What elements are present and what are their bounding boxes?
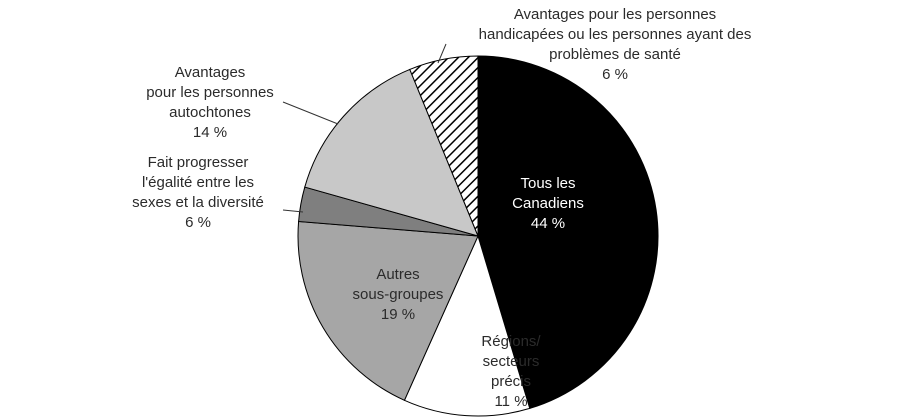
label-line: pour les personnes: [146, 84, 274, 101]
label-value: 44 %: [530, 215, 566, 232]
label-line: précis: [490, 373, 531, 390]
label-line: autochtones: [169, 104, 251, 121]
pie-slice-autochtones: [304, 68, 479, 237]
label-handicap: Avantages pour les personnes handicapées…: [440, 5, 790, 85]
label-line: Autres: [376, 266, 420, 283]
label-line: handicapées ou les personnes ayant des: [478, 26, 752, 43]
label-line: problèmes de santé: [549, 46, 681, 63]
label-line: Tous les: [520, 175, 576, 192]
label-line: Avantages pour les personnes: [513, 6, 717, 23]
label-autres-sous-groupes: Autres sous-groupes 19 %: [328, 265, 468, 325]
pie-slice-autres: [297, 220, 479, 401]
label-line: sous-groupes: [352, 286, 444, 303]
label-line: Canadiens: [512, 195, 584, 212]
leader-line-egalite: [282, 209, 304, 213]
label-line: secteurs: [482, 353, 540, 370]
leader-line-autochtones: [282, 101, 339, 125]
label-value: 14 %: [192, 124, 228, 141]
label-value: 6 %: [185, 214, 211, 231]
label-value: 19 %: [380, 306, 416, 323]
pie-slice-tous: [477, 55, 659, 410]
leader-line-handicap: [437, 43, 447, 64]
label-value: 11 %: [494, 393, 528, 410]
label-tous-les-canadiens: Tous les Canadiens 44 %: [498, 174, 598, 234]
label-line: Fait progresser: [147, 154, 249, 171]
label-line: l'égalité entre les: [141, 174, 255, 191]
label-line: Régions/: [481, 333, 541, 350]
label-line: sexes et la diversité: [132, 194, 264, 211]
label-line: Avantages: [174, 64, 246, 81]
label-regions-secteurs: Régions/ secteurs précis 11 %: [466, 332, 556, 412]
label-egalite-diversite: Fait progresser l'égalité entre les sexe…: [108, 153, 288, 233]
label-autochtones: Avantages pour les personnes autochtones…: [120, 63, 300, 143]
pie-slice-regions: [403, 234, 531, 417]
pie-slice-handicap: [409, 55, 479, 237]
label-value: 6 %: [602, 66, 628, 83]
